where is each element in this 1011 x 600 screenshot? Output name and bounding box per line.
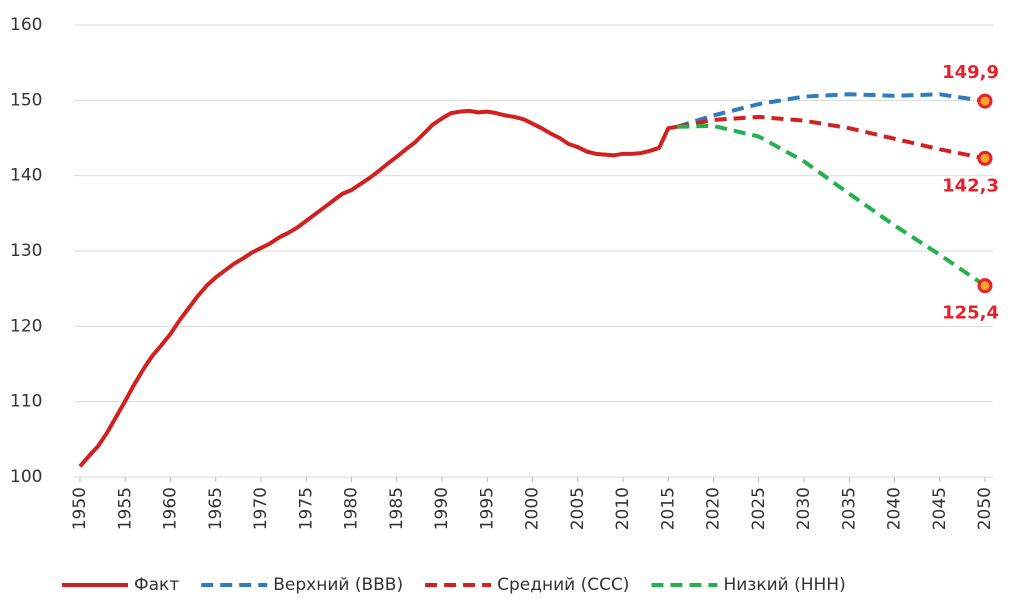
x-tick-label: 2010 [613, 487, 633, 530]
x-tick-label: 2020 [704, 487, 724, 530]
end-marker [977, 278, 993, 294]
y-tick-label: 160 [10, 15, 42, 35]
end-marker [977, 93, 993, 109]
y-tick-label: 140 [10, 166, 42, 186]
end-marker [977, 150, 993, 166]
legend-label: Верхний (ВВВ) [273, 575, 403, 595]
series-line [676, 92, 986, 129]
x-tick-label: 2040 [885, 487, 905, 530]
data-label: 142,3 [942, 175, 999, 196]
y-tick-label: 110 [10, 392, 42, 412]
x-tick-label: 2035 [839, 487, 859, 530]
series-line [78, 108, 678, 468]
x-tick-label: 2045 [930, 487, 950, 530]
x-tick-label: 1970 [251, 487, 271, 530]
legend-label: Факт [134, 575, 179, 595]
x-tick-label: 1980 [342, 487, 362, 530]
x-tick-label: 1985 [387, 487, 407, 530]
x-tick-label: 2030 [794, 487, 814, 530]
y-tick-label: 120 [10, 316, 42, 336]
x-tick-label: 1975 [296, 487, 316, 530]
data-label: 125,4 [942, 303, 999, 324]
x-tick-label: 2015 [658, 487, 678, 530]
data-label: 149,9 [942, 62, 999, 83]
legend-label: Низкий (ННН) [723, 575, 845, 595]
x-tick-label: 2050 [975, 487, 995, 530]
series-line [677, 123, 987, 288]
x-tick-label: 1955 [115, 487, 135, 530]
x-tick-label: 1965 [206, 487, 226, 530]
series-line [676, 114, 986, 161]
x-tick-label: 1990 [432, 487, 452, 530]
x-tick-label: 1950 [70, 487, 90, 530]
x-tick-label: 1995 [477, 487, 497, 530]
x-tick-label: 2025 [749, 487, 769, 530]
y-tick-label: 150 [10, 90, 42, 110]
y-tick-label: 130 [10, 241, 42, 261]
x-tick-label: 2005 [568, 487, 588, 530]
legend-label: Средний (ССС) [497, 575, 629, 595]
x-tick-label: 2000 [523, 487, 543, 530]
x-tick-label: 1960 [161, 487, 181, 530]
y-tick-label: 100 [10, 467, 42, 487]
